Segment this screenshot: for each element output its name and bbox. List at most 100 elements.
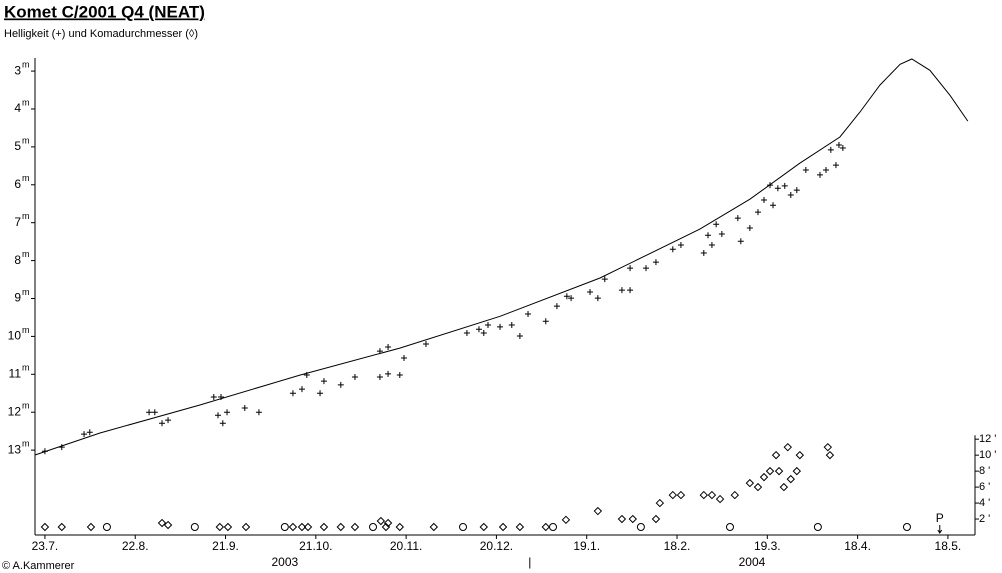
y2-tick-label: 2 ' <box>979 513 990 525</box>
coma-point <box>383 518 393 528</box>
brightness-point <box>480 329 487 336</box>
coma-point <box>786 474 795 484</box>
brightness-point <box>705 232 712 239</box>
y-tick-unit: m <box>22 59 30 69</box>
brightness-point <box>289 390 296 397</box>
y2-tick-label: 8 ' <box>979 465 990 477</box>
brightness-point <box>376 348 383 355</box>
brightness-point <box>303 372 310 379</box>
brightness-point <box>58 444 65 451</box>
brightness-point <box>165 417 172 424</box>
y-tick-label: 13 <box>8 442 22 456</box>
coma-point <box>541 522 550 532</box>
brightness-point <box>746 224 753 231</box>
y-tick-unit: m <box>22 401 30 411</box>
brightness-point <box>151 409 158 416</box>
coma-point <box>792 466 802 476</box>
y-tick-unit: m <box>22 211 30 221</box>
coma-point <box>753 482 763 492</box>
coma-point <box>745 478 755 488</box>
coma-point <box>655 498 665 508</box>
x-tick-label: 19.1. <box>573 539 600 553</box>
brightness-point <box>594 295 601 302</box>
y2-tick-label: 4 ' <box>979 497 990 509</box>
brightness-point <box>215 412 222 419</box>
bottom-circle <box>636 523 645 531</box>
coma-point <box>651 514 661 524</box>
y-tick-label: 8 <box>14 253 21 267</box>
brightness-point <box>553 303 560 310</box>
brightness-point <box>81 431 88 438</box>
coma-point <box>779 482 789 492</box>
coma-point <box>715 494 725 504</box>
coma-point <box>223 522 233 532</box>
brightness-point <box>298 386 305 393</box>
brightness-point <box>587 289 594 296</box>
coma-point <box>319 522 329 532</box>
brightness-point <box>516 333 523 340</box>
brightness-point <box>86 429 93 436</box>
brightness-point <box>508 322 515 329</box>
brightness-point <box>827 146 834 153</box>
brightness-point <box>737 238 744 245</box>
coma-point <box>515 522 525 532</box>
coma-point <box>157 518 167 528</box>
coma-point <box>825 450 835 460</box>
y-tick-unit: m <box>22 363 30 373</box>
x-tick-label: 20.12. <box>480 539 513 553</box>
coma-point <box>593 506 603 516</box>
model-curve <box>34 58 969 456</box>
y-tick-unit: m <box>22 287 30 297</box>
y-tick-label: 11 <box>9 366 22 380</box>
brightness-point <box>525 311 532 318</box>
brightness-point <box>320 378 327 385</box>
bottom-circle <box>459 523 468 531</box>
brightness-point <box>618 287 625 294</box>
coma-point <box>215 522 225 532</box>
brightness-point <box>643 265 650 272</box>
brightness-point <box>317 390 324 397</box>
brightness-point <box>463 329 470 336</box>
brightness-point <box>713 221 720 228</box>
y-tick-unit: m <box>22 97 30 107</box>
brightness-point <box>708 242 715 249</box>
x-tick-label: 18.4. <box>844 539 871 553</box>
brightness-point <box>770 202 777 209</box>
year-label: 2003 <box>271 555 298 569</box>
y2-tick-label: 6 ' <box>979 481 990 493</box>
brightness-point <box>669 246 676 253</box>
x-tick-label: 21.9. <box>212 539 239 553</box>
brightness-point <box>41 448 48 455</box>
brightness-point <box>376 373 383 380</box>
brightness-point <box>484 322 491 329</box>
coma-point <box>336 522 346 532</box>
coma-point <box>795 450 805 460</box>
brightness-point <box>793 187 800 194</box>
x-tick-label: 20.11. <box>390 539 422 553</box>
brightness-point <box>219 420 226 427</box>
brightness-point <box>337 381 344 388</box>
coma-point <box>350 522 360 532</box>
coma-point <box>297 522 307 532</box>
brightness-point <box>652 259 659 266</box>
coma-point <box>163 520 173 530</box>
coma-point <box>707 490 717 500</box>
coma-point <box>479 522 488 532</box>
perihelion-label: P <box>936 511 944 525</box>
perihelion-arrow <box>937 525 943 534</box>
brightness-point <box>475 326 482 333</box>
brightness-point <box>839 145 846 152</box>
coma-point <box>498 522 508 532</box>
y-tick-label: 12 <box>8 404 22 418</box>
y2-tick-label: 12 ' <box>979 433 996 445</box>
coma-point <box>668 490 678 500</box>
coma-point <box>617 514 627 524</box>
bottom-circle <box>280 523 289 531</box>
y-tick-label: 7 <box>14 215 21 229</box>
brightness-point <box>835 141 842 148</box>
y-tick-label: 6 <box>14 177 21 191</box>
coma-point <box>57 522 66 532</box>
coma-point <box>699 490 709 500</box>
x-tick-label: 18.2. <box>664 539 691 553</box>
coma-point <box>730 490 740 500</box>
